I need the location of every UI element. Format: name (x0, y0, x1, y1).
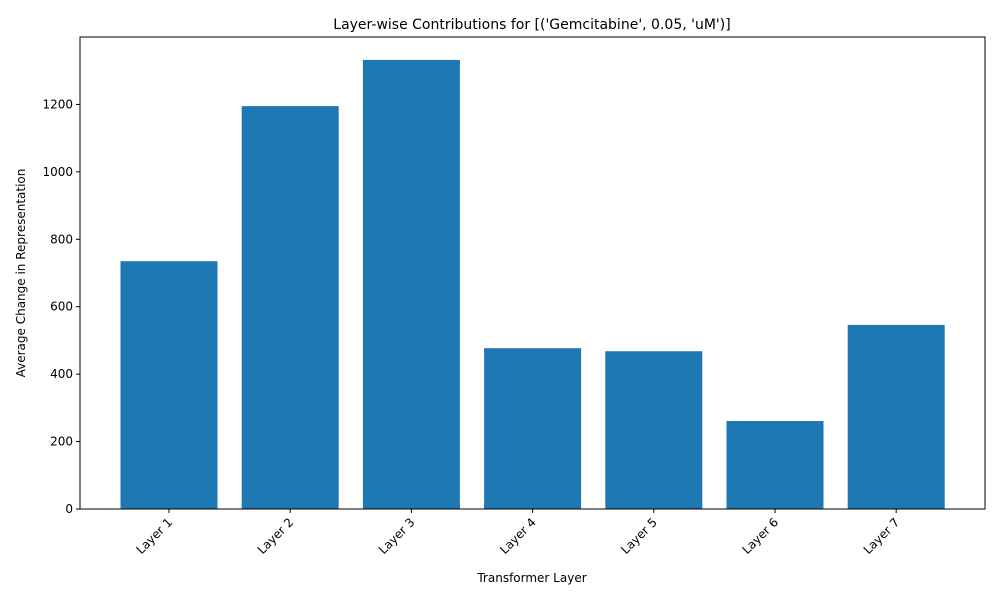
y-axis: 0 200 400 600 800 1000 1200 (42, 97, 80, 516)
x-tick-label: Layer 1 (133, 515, 175, 557)
x-tick-label: Layer 6 (739, 515, 781, 557)
x-tick-label: Layer 7 (861, 515, 903, 557)
y-tick-label: 800 (50, 232, 73, 246)
x-tick-label: Layer 5 (618, 515, 660, 557)
y-tick-label: 200 (50, 435, 73, 449)
bar-7 (847, 324, 945, 509)
bar-3 (362, 59, 460, 510)
y-tick-label: 0 (65, 502, 73, 516)
y-tick-label: 400 (50, 367, 73, 381)
bar-5 (605, 351, 703, 509)
plot-frame (79, 36, 986, 510)
bars-group (120, 59, 945, 510)
x-tick-label: Layer 4 (497, 515, 539, 557)
bar-1 (120, 261, 218, 509)
bar-2 (241, 106, 339, 510)
bar-4 (484, 348, 582, 509)
x-tick-label: Layer 2 (255, 515, 297, 557)
x-axis-title: Transformer Layer (476, 571, 586, 585)
y-axis-title: Average Change in Representation (14, 169, 28, 378)
x-tick-label: Layer 3 (376, 515, 418, 557)
x-axis: Layer 1 Layer 2 Layer 3 Layer 4 Layer 5 Layer… (133, 509, 902, 557)
bar-6 (726, 421, 824, 509)
chart-title: Layer-wise Contributions for [('Gemcitab… (333, 17, 730, 33)
y-tick-label: 1000 (42, 165, 73, 179)
y-tick-label: 1200 (42, 97, 73, 111)
y-tick-label: 600 (50, 300, 73, 314)
